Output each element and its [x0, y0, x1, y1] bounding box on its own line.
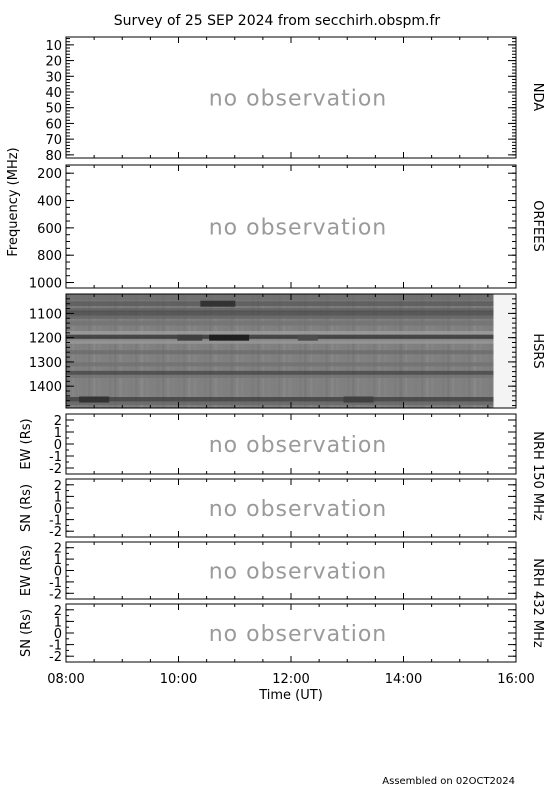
y-axis-label: EW (Rs) — [19, 418, 34, 469]
hsrs-band — [66, 310, 494, 317]
y-tick-label: 800 — [37, 249, 62, 264]
y-tick-label: 80 — [45, 149, 62, 164]
y-tick-label: 60 — [45, 117, 62, 132]
x-tick-label: 16:00 — [497, 672, 534, 687]
hsrs-band — [66, 315, 494, 320]
hsrs-burst — [177, 334, 203, 341]
x-tick-label: 14:00 — [385, 672, 422, 687]
hsrs-burst — [297, 334, 318, 341]
y-tick-label: 2 — [54, 479, 62, 494]
hsrs-burst — [343, 396, 374, 403]
hsrs-band — [66, 362, 494, 367]
hsrs-band — [66, 338, 494, 344]
no-observation-label: no observation — [209, 497, 388, 522]
y-tick-label: 1300 — [29, 356, 62, 371]
panel-right-label: NDA — [530, 83, 545, 112]
y-tick-label: 600 — [37, 222, 62, 237]
y-tick-label: 1 — [54, 553, 62, 568]
hsrs-band — [66, 294, 494, 301]
no-observation-label: no observation — [209, 87, 388, 112]
y-tick-label: 40 — [45, 86, 62, 101]
y-axis-label: SN (Rs) — [19, 484, 34, 532]
y-tick-label: -2 — [49, 525, 62, 540]
y-tick-label: -2 — [49, 462, 62, 477]
panel-right-label: NRH 150 MHz — [530, 431, 545, 521]
y-tick-label: -1 — [49, 576, 62, 591]
y-tick-label: 10 — [45, 39, 62, 54]
y-tick-label: 2 — [54, 542, 62, 557]
hsrs-no-data — [493, 294, 516, 408]
y-tick-label: 200 — [37, 167, 62, 182]
y-axis-label: EW (Rs) — [19, 545, 34, 596]
no-observation-label: no observation — [209, 560, 388, 585]
no-observation-label: no observation — [209, 216, 388, 241]
panel-right-label: NRH 432 MHz — [530, 558, 545, 648]
hsrs-band — [66, 320, 494, 326]
y-tick-label: 400 — [37, 195, 62, 210]
panel-nrh-150-mhz-sn: 210-1-2 no observation SN (Rs) — [19, 478, 517, 540]
y-tick-label: 0 — [54, 438, 62, 453]
no-observation-label: no observation — [209, 433, 388, 458]
hsrs-band — [66, 401, 494, 406]
y-tick-label: 1 — [54, 615, 62, 630]
panel-right-label: HSRS — [530, 333, 545, 368]
panel-orfees: 200 400 600 800 1000 no observation ORFEES — [29, 164, 545, 292]
x-tick-label: 10:00 — [160, 672, 197, 687]
y-tick-label: 70 — [45, 133, 62, 148]
x-axis-label: Time (UT) — [258, 688, 323, 703]
y-tick-label: 20 — [45, 55, 62, 70]
y-tick-label: -2 — [49, 587, 62, 602]
hsrs-band — [66, 350, 494, 355]
x-tick-label: 08:00 — [47, 672, 84, 687]
assembled-footer: Assembled on 02OCT2024 — [382, 776, 515, 787]
y-tick-label: 50 — [45, 102, 62, 117]
hsrs-band — [66, 334, 494, 341]
frequency-axis-label: Frequency (MHz) — [6, 147, 21, 256]
y-tick-label: 0 — [54, 565, 62, 580]
y-tick-label: -2 — [49, 650, 62, 665]
y-tick-label: 1 — [54, 490, 62, 505]
y-tick-label: -1 — [49, 514, 62, 529]
y-tick-label: 1400 — [29, 380, 62, 395]
x-axis-ticks: 08:00 10:00 12:00 14:00 16:00 — [47, 672, 534, 687]
y-tick-label: 2 — [54, 604, 62, 619]
hsrs-burst — [200, 300, 236, 307]
y-tick-label: -1 — [49, 450, 62, 465]
hsrs-band — [66, 301, 494, 307]
hsrs-band — [66, 370, 494, 375]
hsrs-burst — [79, 396, 110, 403]
panel-right-label: ORFEES — [530, 200, 545, 251]
y-tick-label: 0 — [54, 627, 62, 642]
y-tick-label: 1100 — [29, 307, 62, 322]
hsrs-band — [66, 397, 494, 403]
panel-hsrs: 1100 1200 1300 1400 HSRS — [29, 293, 545, 409]
y-tick-label: 30 — [45, 70, 62, 85]
hsrs-band — [66, 331, 494, 338]
hsrs-band — [66, 307, 494, 312]
y-tick-label: 0 — [54, 502, 62, 517]
y-tick-label: 1200 — [29, 332, 62, 347]
y-tick-label: 2 — [54, 414, 62, 429]
hsrs-band — [66, 374, 494, 378]
y-axis-label: SN (Rs) — [19, 609, 34, 657]
x-tick-label: 12:00 — [272, 672, 309, 687]
y-tick-label: 1 — [54, 426, 62, 441]
no-observation-label: no observation — [209, 622, 388, 647]
y-tick-label: 1000 — [29, 277, 62, 292]
panel-nrh-432-mhz-sn: 210-1-2 no observation SN (Rs) — [19, 603, 517, 665]
chart-title: Survey of 25 SEP 2024 from secchirh.obsp… — [114, 13, 441, 29]
y-tick-label: -1 — [49, 639, 62, 654]
hsrs-burst — [209, 334, 250, 341]
